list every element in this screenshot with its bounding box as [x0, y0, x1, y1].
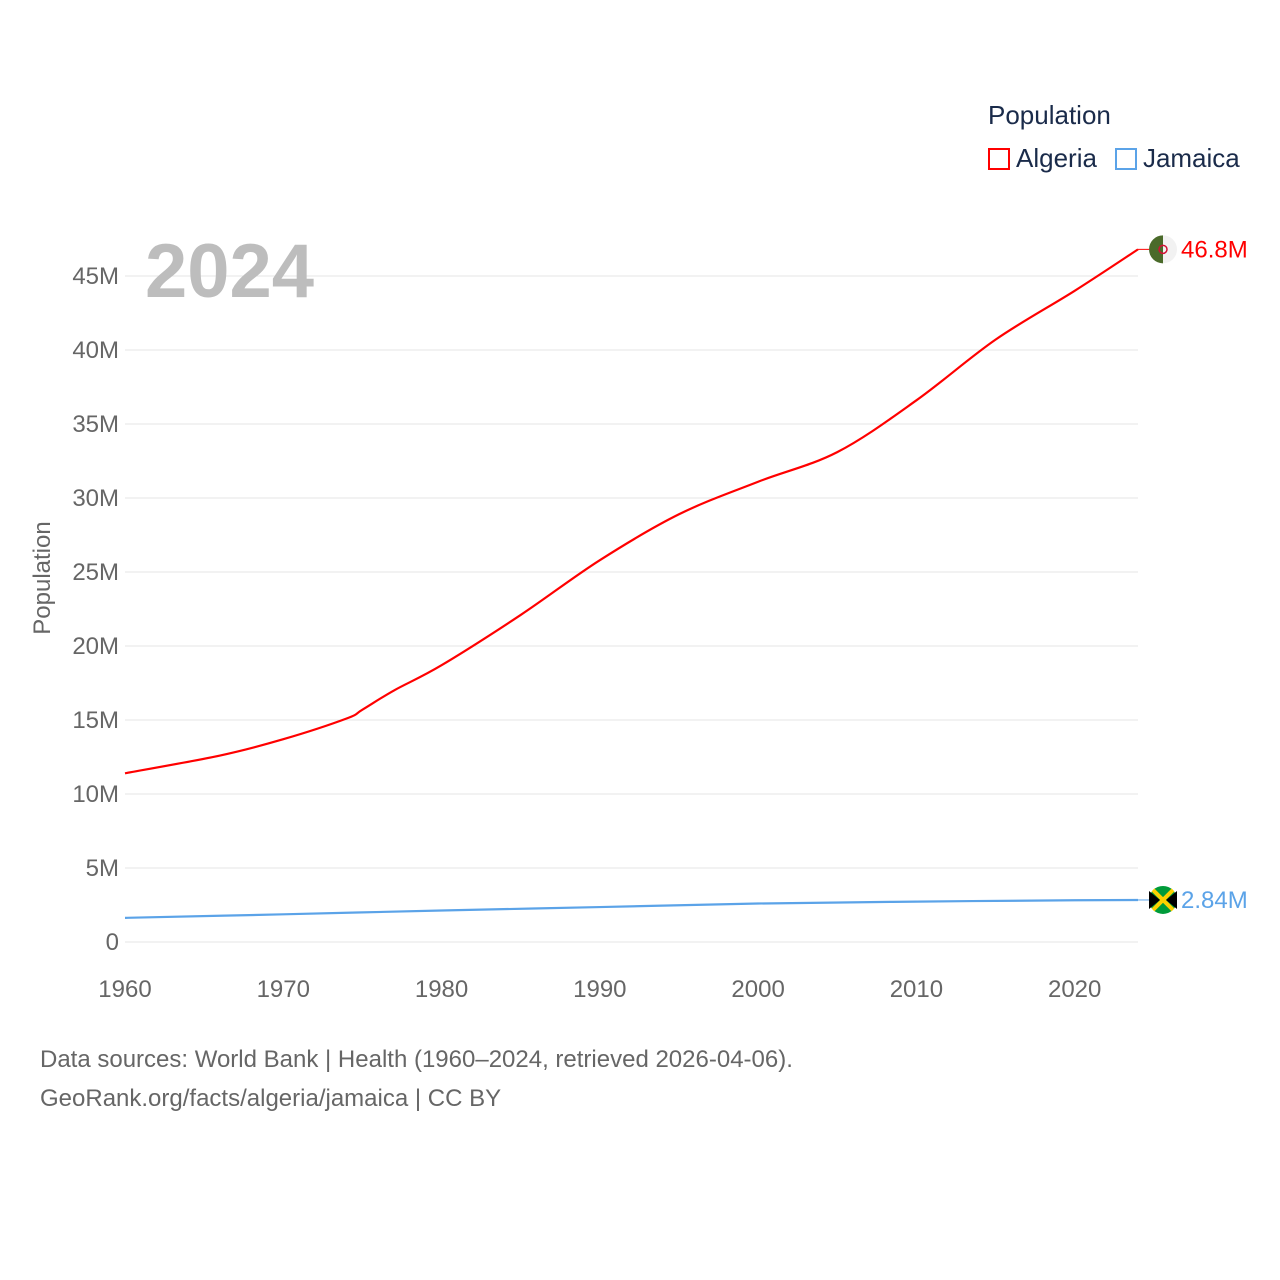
flag-saltire — [1151, 888, 1175, 912]
x-tick-label: 1990 — [573, 976, 626, 1003]
x-tick-label: 1970 — [257, 976, 310, 1003]
source-text: Data sources: World Bank | Health (1960–… — [40, 1046, 793, 1073]
y-tick-label: 5M — [86, 855, 119, 882]
end-value-label: 2.84M — [1181, 887, 1248, 914]
legend-swatch-algeria — [988, 147, 1010, 170]
y-tick-label: 0 — [106, 929, 119, 956]
flag-green-half — [1149, 235, 1163, 264]
legend-item-jamaica[interactable]: Jamaica — [1114, 143, 1240, 174]
legend-swatch-jamaica — [1114, 147, 1137, 170]
x-tick-label: 1980 — [415, 976, 468, 1003]
y-tick-label: 45M — [72, 263, 119, 290]
y-tick-label: 20M — [72, 633, 119, 660]
series-line-algeria — [124, 248, 1139, 775]
end-value-label: 46.8M — [1181, 236, 1248, 263]
legend-label-jamaica: Jamaica — [1142, 143, 1240, 173]
y-axis-label: Population — [29, 521, 56, 634]
x-tick-label: 2010 — [890, 976, 943, 1003]
y-tick-label: 10M — [72, 781, 119, 808]
flag-crescent — [1158, 244, 1168, 255]
y-tick-label: 40M — [72, 337, 119, 364]
y-tick-label: 30M — [72, 485, 119, 512]
x-tick-label: 1960 — [98, 976, 151, 1003]
legend-title: Population — [988, 100, 1111, 130]
series-line-jamaica — [124, 898, 1139, 919]
legend: Algeria Jamaica — [988, 143, 1240, 174]
x-tick-label: 2020 — [1048, 976, 1101, 1003]
year-label: 2024 — [145, 229, 315, 314]
source-link[interactable]: GeoRank.org/facts/algeria/jamaica | CC B… — [40, 1085, 502, 1112]
y-tick-label: 25M — [72, 559, 119, 586]
y-tick-label: 35M — [72, 411, 119, 438]
y-tick-label: 15M — [72, 707, 119, 734]
legend-item-algeria[interactable]: Algeria — [988, 143, 1097, 174]
legend-label-algeria: Algeria — [1016, 143, 1097, 173]
flag-black — [1149, 890, 1177, 909]
x-tick-label: 2000 — [731, 976, 784, 1003]
